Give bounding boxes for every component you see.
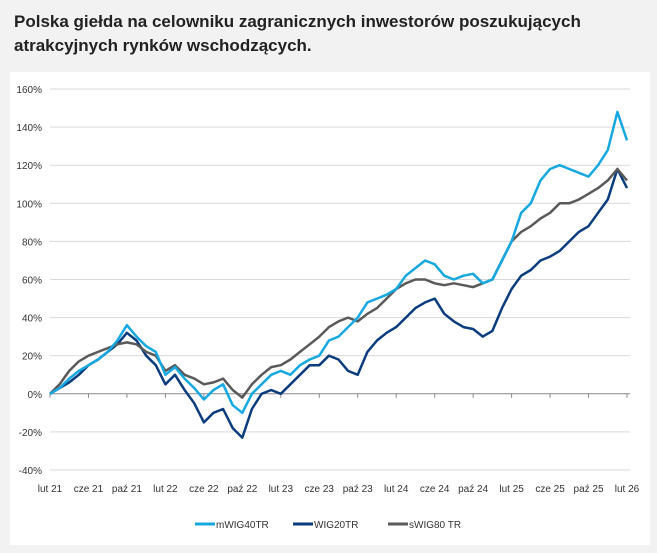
legend-label: sWIG80 TR [409, 520, 461, 531]
y-tick-label: 20% [22, 352, 42, 363]
x-tick-label: cze 21 [74, 484, 104, 495]
x-tick-label: cze 23 [305, 484, 335, 495]
legend-label: WIG20TR [314, 520, 358, 531]
x-tick-label: lut 22 [153, 484, 178, 495]
y-tick-label: 0% [28, 390, 43, 401]
chart-title: Polska giełda na celowniku zagranicznych… [14, 12, 581, 55]
series-line-swig80tr [49, 167, 628, 399]
x-tick-label: paź 23 [343, 484, 373, 495]
y-tick-label: -40% [19, 466, 42, 477]
y-tick-label: 80% [22, 237, 42, 248]
y-tick-label: 120% [16, 161, 42, 172]
x-tick-label: cze 24 [420, 484, 450, 495]
y-tick-label: 140% [16, 123, 42, 134]
y-tick-label: 100% [16, 199, 42, 210]
y-tick-label: -20% [19, 428, 42, 439]
series-line-mwig40tr [49, 110, 629, 415]
x-tick-label: cze 25 [535, 484, 565, 495]
x-tick-label: lut 24 [384, 484, 409, 495]
y-tick-label: 40% [22, 314, 42, 325]
x-tick-label: paź 24 [458, 484, 488, 495]
line-chart: -40% -20% 0% 20% 40% 60% 80% 100% 120% 140% 160% lu… [16, 85, 640, 531]
y-tick-label: 60% [22, 276, 42, 287]
x-tick-label: lut 26 [615, 484, 640, 495]
x-tick-label: lut 25 [499, 484, 524, 495]
series-line-wig20tr [49, 167, 629, 439]
x-tick-label: paź 21 [112, 484, 142, 495]
chart-panel: -40% -20% 0% 20% 40% 60% 80% 100% 120% 140% 160% lu… [10, 72, 650, 545]
x-tick-label: lut 21 [38, 484, 63, 495]
x-tick-label: paź 25 [574, 484, 604, 495]
legend-label: mWIG40TR [216, 520, 269, 531]
x-tick-label: lut 23 [269, 484, 294, 495]
x-tick-label: cze 22 [189, 484, 219, 495]
y-tick-label: 160% [16, 85, 42, 96]
x-tick-label: paź 22 [227, 484, 257, 495]
